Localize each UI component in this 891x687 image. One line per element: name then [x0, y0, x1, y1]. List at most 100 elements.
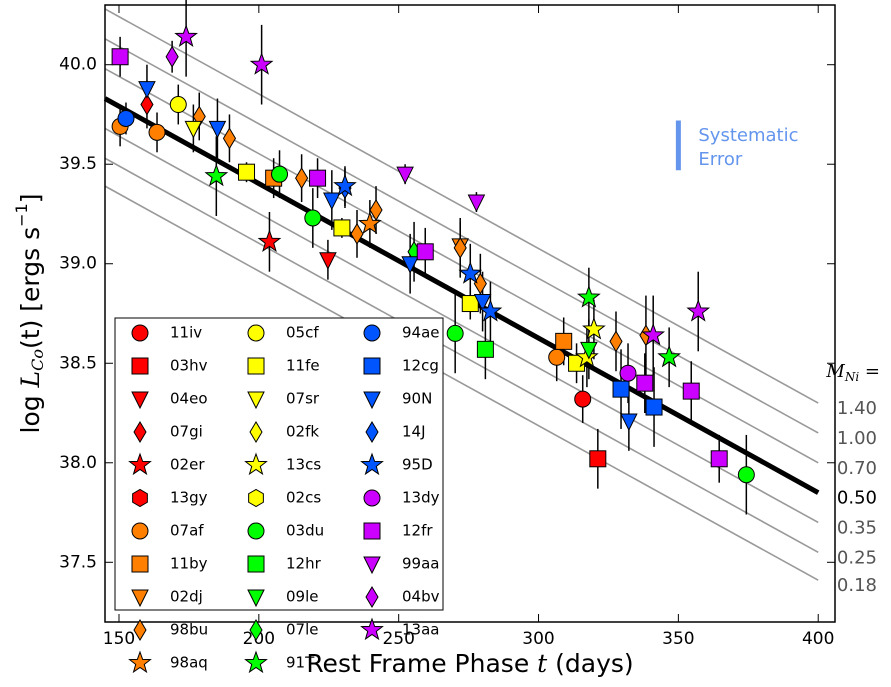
data-point [737, 466, 755, 484]
x-tick-label: 300 [522, 629, 554, 649]
legend-marker [131, 589, 149, 608]
data-point [686, 299, 711, 322]
model-label: MNi = [825, 361, 880, 384]
data-point [396, 166, 414, 185]
systematic-error-text: Systematic [698, 125, 798, 146]
legend-label: 14J [402, 423, 426, 441]
legend-marker [244, 452, 268, 476]
data-point [111, 48, 129, 66]
legend-marker [363, 391, 381, 410]
legend-marker [131, 522, 149, 540]
model-label-part: = [859, 361, 880, 382]
y-tick-label: 37.5 [59, 552, 97, 572]
legend-marker [131, 555, 149, 573]
legend-marker [363, 489, 381, 507]
legend-marker [247, 357, 265, 375]
data-point [641, 322, 666, 346]
model-line [104, 185, 819, 581]
legend-label: 11by [170, 555, 208, 573]
legend-label: 05cf [286, 324, 319, 342]
legend-marker [365, 421, 379, 443]
model-line-label: 0.25 [837, 547, 877, 568]
model-line-label: 0.18 [837, 575, 877, 596]
data-point [473, 294, 492, 312]
data-point [467, 194, 486, 213]
x-axis-label-part: (days) [547, 649, 633, 678]
legend-marker [131, 324, 149, 342]
legend-label: 12cg [402, 357, 439, 375]
data-point [319, 252, 337, 270]
model-label-part: Ni [844, 370, 860, 384]
data-point [636, 374, 654, 392]
data-point [478, 299, 503, 322]
legend-label: 99aa [402, 555, 439, 573]
legend-marker [133, 619, 147, 641]
data-point [645, 398, 663, 416]
legend-marker [249, 619, 263, 641]
data-point [174, 24, 198, 47]
legend-box [114, 317, 444, 611]
legend-label: 13aa [402, 621, 439, 639]
legend-marker [131, 391, 149, 410]
systematic-error-text: Error [698, 149, 742, 170]
data-point [333, 173, 357, 197]
legend-label: 13cs [286, 456, 321, 474]
data-point [619, 364, 637, 382]
data-point [184, 120, 203, 139]
x-tick-label: 200 [243, 629, 275, 649]
data-point [271, 165, 289, 183]
data-point [609, 330, 623, 353]
legend-label: 90N [402, 390, 432, 408]
y-tick-label: 39.5 [59, 154, 97, 174]
data-point [416, 243, 434, 261]
legend-label: 12fr [402, 522, 433, 540]
data-point [238, 163, 256, 181]
y-axis-label-part: L [16, 371, 45, 389]
legend-label: 04bv [402, 588, 440, 606]
legend-marker [247, 391, 265, 410]
y-tick-label: 39.0 [59, 254, 97, 274]
legend-label: 03du [286, 522, 324, 540]
y-axis-label: log LCo(t) [ergs s−1] [12, 193, 47, 433]
legend-marker [363, 324, 381, 342]
data-point [401, 256, 419, 274]
legend-label: 11iv [170, 324, 202, 342]
data-point [350, 222, 364, 245]
legend-marker [360, 452, 384, 476]
legend-marker [247, 522, 265, 540]
legend-marker [131, 357, 149, 375]
legend-label: 94ae [402, 324, 440, 342]
y-axis-label-part: log [16, 387, 45, 433]
data-point [138, 81, 156, 99]
y-axis-label-part: Co [28, 349, 47, 371]
data-point [257, 229, 282, 252]
legend-marker [132, 488, 148, 508]
legend-label: 12hr [286, 555, 322, 573]
data-point [358, 211, 382, 235]
legend-label: 02er [170, 456, 205, 474]
y-axis-label-part: −1 [12, 203, 31, 227]
model-line-label: 1.00 [837, 428, 877, 449]
y-tick-label: 40.0 [59, 55, 97, 75]
data-point [476, 340, 494, 358]
data-point [657, 344, 682, 368]
x-axis-label-part: t [537, 649, 548, 678]
legend-marker [363, 522, 381, 540]
legend-label: 11fe [286, 357, 320, 375]
legend-label: 07sr [286, 390, 320, 408]
data-point [249, 52, 274, 75]
legend-label: 03hv [170, 357, 208, 375]
plot-frame [104, 4, 836, 623]
data-point [710, 450, 728, 468]
legend-label: 02cs [286, 489, 321, 507]
data-point [204, 163, 229, 187]
legend-label: 07gi [170, 423, 203, 441]
legend-label: 98bu [170, 621, 208, 639]
model-line [104, 157, 819, 554]
x-tick-label: 400 [802, 629, 834, 649]
data-point [295, 167, 309, 190]
legend-marker [363, 357, 381, 375]
data-point [169, 96, 187, 114]
data-point [620, 413, 638, 432]
